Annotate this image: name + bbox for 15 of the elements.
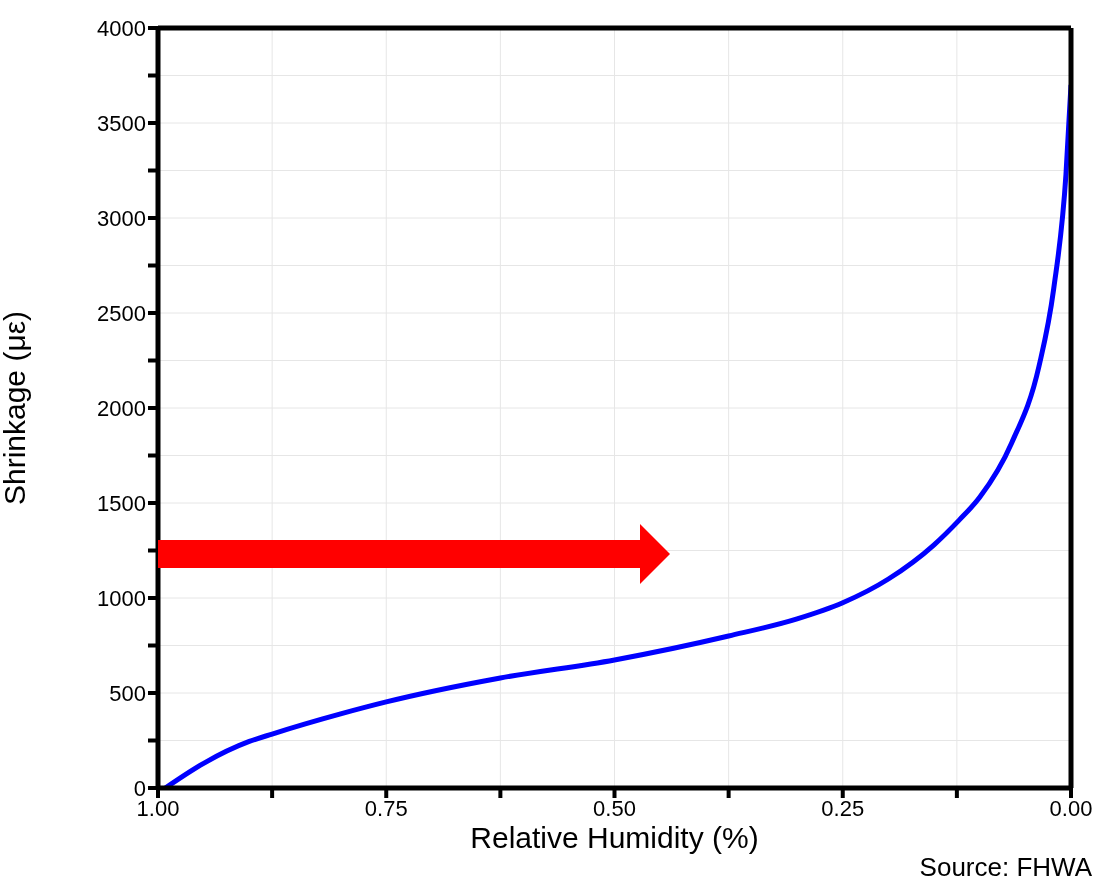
y-tick-label: 1500 [97, 490, 146, 516]
y-tick-label: 3500 [97, 110, 146, 136]
x-axis-title: Relative Humidity (%) [470, 821, 759, 854]
y-tick-label: 1000 [97, 585, 146, 611]
source-note: Source: FHWA [919, 852, 1092, 883]
x-tick-label: 0.00 [1049, 795, 1093, 821]
x-tick-label: 0.50 [593, 795, 636, 821]
y-tick-label: 500 [109, 680, 146, 706]
y-tick-label: 3000 [97, 205, 146, 231]
x-tick-label: 0.25 [821, 795, 865, 821]
y-tick-label: 4000 [97, 15, 146, 41]
y-tick-label: 2500 [97, 300, 146, 326]
x-tick-label: 0.75 [364, 795, 408, 821]
y-axis-title: Shrinkage (με) [0, 310, 31, 506]
y-tick-label: 2000 [97, 395, 146, 421]
